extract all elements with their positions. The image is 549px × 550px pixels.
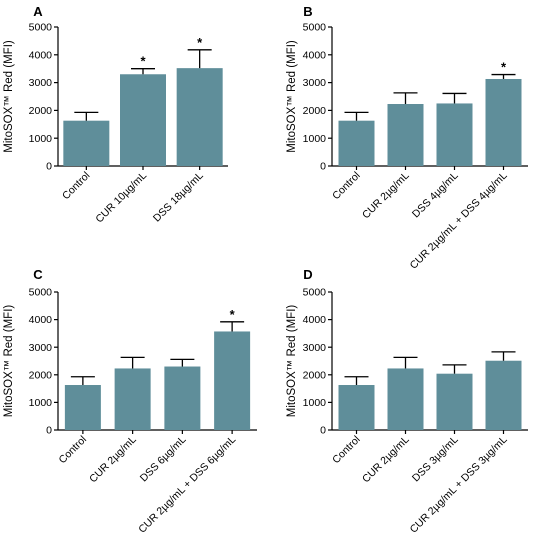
y-tick-label: 5000 [29, 287, 53, 299]
bar [387, 368, 424, 430]
y-tick-label: 3000 [303, 77, 327, 89]
y-tick-label: 0 [320, 425, 326, 437]
significance-marker: * [140, 54, 146, 69]
category-label: DSS 4µg/mL [410, 170, 461, 221]
y-tick-label: 2000 [303, 369, 327, 381]
bar [214, 331, 251, 430]
y-tick-label: 1000 [29, 133, 53, 145]
panel-letter: A [33, 4, 43, 19]
y-tick-label: 0 [320, 161, 326, 173]
y-tick-label: 1000 [303, 133, 327, 145]
y-tick-label: 2000 [303, 105, 327, 117]
category-label: Control [60, 170, 92, 202]
panel-a: A MitoSOX™ Red (MFI) 0 1000 2000 3000 4000 5000… [3, 4, 228, 225]
significance-marker: * [230, 307, 236, 322]
bar [64, 385, 101, 430]
y-tick-label: 0 [46, 425, 52, 437]
y-tick-label: 4000 [303, 49, 327, 61]
y-tick-label: 5000 [303, 22, 327, 34]
category-label: CUR 2µg/mL + DSS 3µg/mL [408, 434, 510, 536]
bar [485, 78, 522, 166]
bar [436, 103, 473, 166]
category-label: Control [57, 434, 89, 466]
bar [176, 68, 223, 166]
bar [114, 368, 151, 430]
significance-marker: * [501, 60, 507, 75]
y-tick-label: 1000 [29, 397, 53, 409]
bar [387, 104, 424, 166]
category-label: CUR 2µg/mL + DSS 6µg/mL [136, 434, 238, 536]
y-axis-label: MitoSOX™ Red (MFI) [3, 40, 15, 153]
category-label: Control [330, 170, 362, 202]
category-label: CUR 10µg/mL [93, 170, 149, 226]
y-tick-label: 4000 [29, 49, 53, 61]
significance-marker: * [197, 35, 203, 50]
y-tick-label: 1000 [303, 397, 327, 409]
panel-c: C MitoSOX™ Red (MFI) 0 1000 2000 3000 4000 5000… [3, 267, 257, 536]
category-label: CUR 2µg/mL [360, 434, 412, 486]
category-label: CUR 2µg/mL [360, 170, 412, 222]
y-tick-label: 5000 [29, 22, 53, 34]
y-tick-label: 4000 [29, 314, 53, 326]
panel-letter: D [303, 267, 312, 282]
y-tick-label: 3000 [303, 342, 327, 354]
y-axis-label: MitoSOX™ Red (MFI) [286, 305, 298, 418]
bar [436, 373, 473, 430]
panel-d: D MitoSOX™ Red (MFI) 0 1000 2000 3000 4000 5000… [286, 267, 528, 536]
y-tick-label: 4000 [303, 314, 327, 326]
bar [120, 74, 166, 166]
bar [63, 120, 110, 166]
panel-letter: B [303, 4, 312, 19]
category-label: DSS 6µg/mL [138, 434, 189, 485]
category-label: Control [330, 434, 362, 466]
y-tick-label: 3000 [29, 77, 53, 89]
y-axis-label: MitoSOX™ Red (MFI) [286, 40, 298, 153]
bar [338, 120, 375, 166]
category-label: CUR 2µg/mL [87, 434, 139, 486]
y-tick-label: 2000 [29, 369, 53, 381]
y-tick-label: 3000 [29, 342, 53, 354]
y-tick-label: 2000 [29, 105, 53, 117]
y-tick-label: 0 [46, 161, 52, 173]
panel-b: B MitoSOX™ Red (MFI) 0 1000 2000 3000 4000 5000… [286, 4, 528, 272]
bar [338, 385, 375, 430]
category-label: DSS 18µg/mL [151, 170, 206, 225]
y-tick-label: 5000 [303, 287, 327, 299]
bar [485, 360, 522, 430]
bar [164, 366, 201, 430]
category-label: DSS 3µg/mL [410, 434, 461, 485]
y-axis-label: MitoSOX™ Red (MFI) [3, 305, 15, 418]
panel-letter: C [33, 267, 43, 282]
category-label: CUR 2µg/mL + DSS 4µg/mL [408, 170, 510, 272]
